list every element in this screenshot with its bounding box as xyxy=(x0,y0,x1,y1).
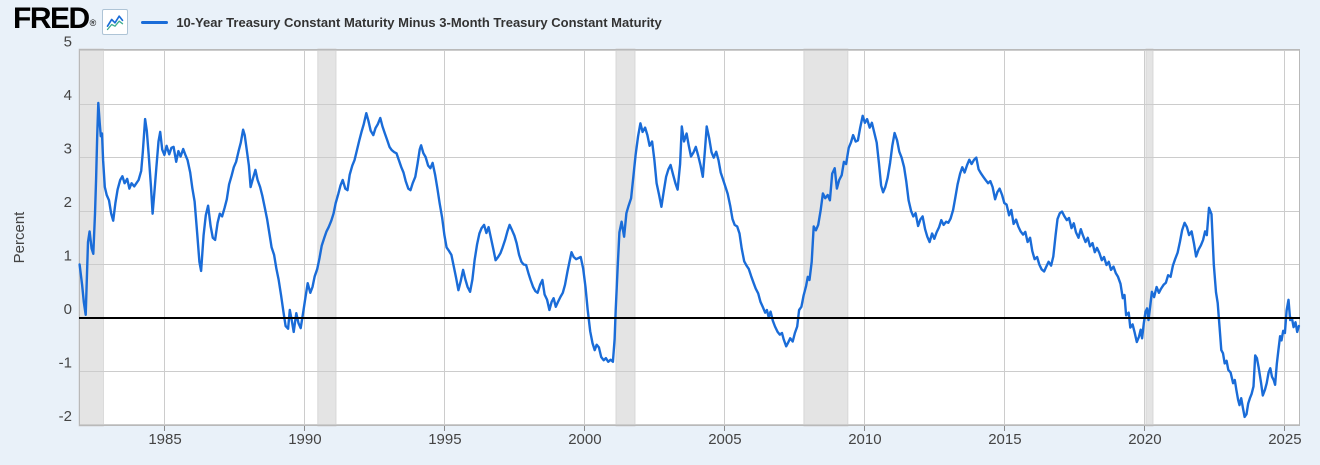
x-tick-label: 2000 xyxy=(568,431,601,448)
x-tick-label: 2025 xyxy=(1268,431,1301,448)
x-axis-labels: 1985 1990 1995 2000 2005 2010 2015 2020 2025 xyxy=(148,431,1301,448)
gridlines xyxy=(79,49,1300,426)
x-tick-label: 1995 xyxy=(428,431,461,448)
x-axis-ticks xyxy=(164,426,1285,431)
recession-band xyxy=(317,48,337,427)
plot-area[interactable] xyxy=(79,49,1300,426)
y-tick-label: 0 xyxy=(64,301,72,318)
y-tick-label: -1 xyxy=(59,355,72,372)
series-line[interactable] xyxy=(78,101,1301,419)
legend-label: 10-Year Treasury Constant Maturity Minus… xyxy=(176,14,662,30)
y-tick-label: 2 xyxy=(64,194,72,211)
x-tick-label: 2010 xyxy=(848,431,881,448)
y-axis-labels: 5 4 3 2 1 0 -1 -2 xyxy=(59,34,72,425)
plot-border xyxy=(79,49,1300,426)
x-tick-label: 1985 xyxy=(148,431,181,448)
x-tick-label: 2020 xyxy=(1128,431,1161,448)
recession-band xyxy=(803,48,849,427)
fred-logo[interactable]: FRED® xyxy=(13,2,97,35)
legend-line-swatch xyxy=(141,20,169,24)
y-tick-label: -2 xyxy=(59,408,72,425)
recession-band xyxy=(1145,48,1154,427)
y-tick-label: 1 xyxy=(64,248,72,265)
y-tick-label: 3 xyxy=(64,141,72,158)
recession-bands xyxy=(78,48,1154,427)
line-chart-icon xyxy=(102,9,129,35)
y-tick-label: 5 xyxy=(64,34,72,51)
x-tick-label: 1990 xyxy=(288,431,321,448)
x-tick-label: 2005 xyxy=(708,431,741,448)
series-legend: 10-Year Treasury Constant Maturity Minus… xyxy=(141,14,662,30)
x-tick-label: 2015 xyxy=(988,431,1021,448)
y-tick-label: 4 xyxy=(64,87,72,104)
y-axis-title: Percent xyxy=(11,211,28,264)
chart-header: FRED® 10-Year Treasury Constant Maturity… xyxy=(13,2,662,40)
registered-mark: ® xyxy=(89,18,97,28)
